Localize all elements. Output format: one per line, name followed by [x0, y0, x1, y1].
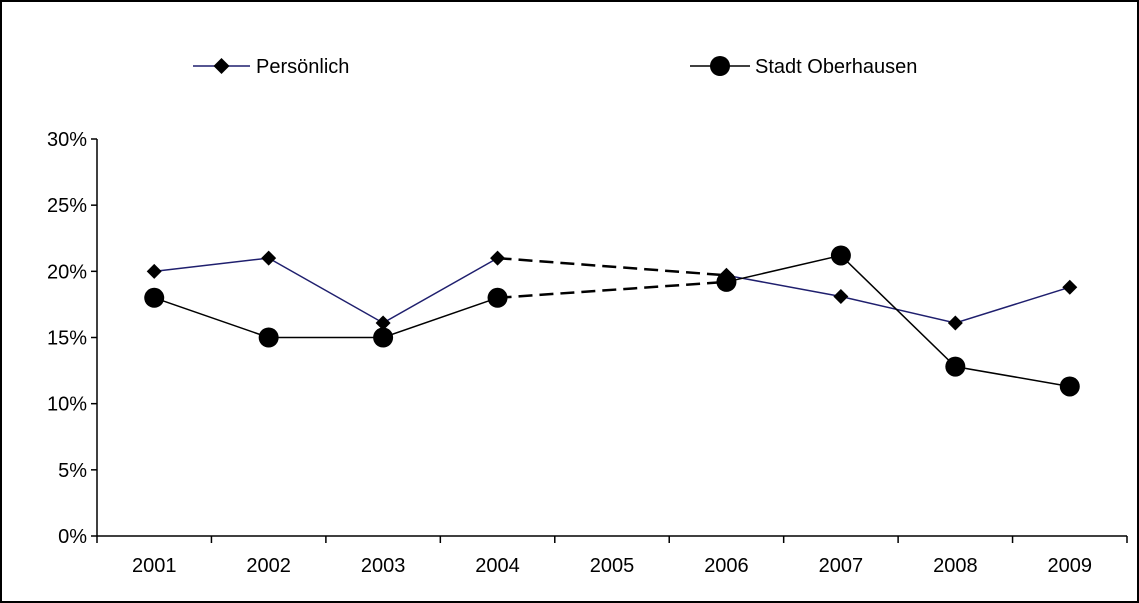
legend-label-persoenlich: Persönlich: [256, 56, 349, 78]
dashed-bridge-stadt-oberhausen: [497, 280, 727, 300]
dashed-bridge-persoenlich: [497, 256, 727, 277]
point-stadt-oberhausen: [373, 327, 394, 348]
legend-label-stadt-oberhausen: Stadt Oberhausen: [755, 56, 917, 78]
x-tick-label: 2004: [475, 555, 520, 577]
x-tick-label: 2007: [819, 555, 864, 577]
legend-item-stadt-oberhausen: Stadt Oberhausen: [690, 56, 917, 78]
y-tick-label: 15%: [47, 328, 87, 350]
series-line-stadt-oberhausen: [153, 297, 498, 339]
point-persoenlich: [375, 315, 391, 331]
point-persoenlich: [947, 315, 963, 331]
point-stadt-oberhausen: [945, 356, 966, 377]
legend: Persönlich Stadt Oberhausen: [193, 56, 917, 78]
axes: 0% 5% 10% 15% 20% 25% 30% 2001 2002 2003 2004 2005 2…: [47, 129, 1128, 577]
x-tick-label: 2006: [704, 555, 749, 577]
x-tick-label: 2002: [246, 555, 291, 577]
y-tick-label: 5%: [58, 460, 87, 482]
point-stadt-oberhausen: [716, 271, 737, 292]
point-stadt-oberhausen: [258, 327, 279, 348]
point-persoenlich: [490, 250, 506, 266]
x-tick-label: 2003: [361, 555, 406, 577]
y-tick-label: 30%: [47, 129, 87, 151]
series-line-persoenlich: [154, 257, 498, 324]
point-stadt-oberhausen: [487, 287, 508, 308]
point-stadt-oberhausen: [144, 287, 165, 308]
point-persoenlich: [146, 263, 162, 279]
y-tick-label: 0%: [58, 526, 87, 548]
point-persoenlich: [261, 250, 277, 266]
legend-marker-stadt-oberhausen: [710, 56, 730, 76]
legend-marker-persoenlich: [213, 58, 230, 74]
x-tick-label: 2001: [132, 555, 177, 577]
series-line-persoenlich: [726, 274, 1071, 324]
x-tick-label: 2009: [1048, 555, 1093, 577]
point-stadt-oberhausen: [830, 245, 851, 266]
x-tick-label: 2005: [590, 555, 635, 577]
point-stadt-oberhausen: [1059, 376, 1080, 397]
y-tick-label: 25%: [47, 195, 87, 217]
y-tick-label: 10%: [47, 394, 87, 416]
x-tick-label: 2008: [933, 555, 978, 577]
point-persoenlich: [833, 288, 849, 304]
plot-area: [144, 245, 1080, 397]
series-line-stadt-oberhausen: [726, 254, 1070, 388]
legend-item-persoenlich: Persönlich: [193, 56, 349, 78]
point-persoenlich: [1062, 279, 1078, 295]
y-tick-label: 20%: [47, 261, 87, 283]
